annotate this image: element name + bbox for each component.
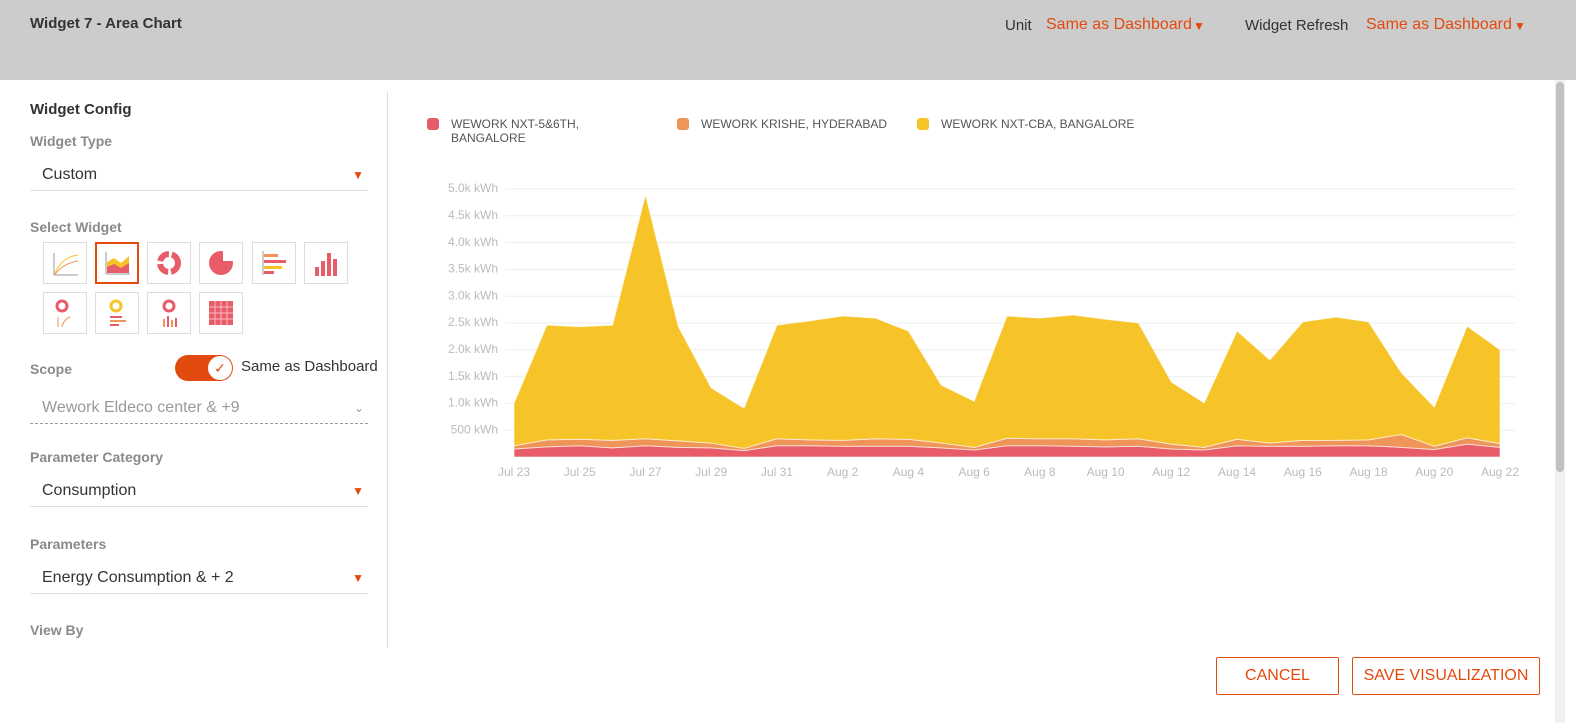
x-tick-label: Jul 29 [695,465,727,479]
chevron: ⌄ [353,401,364,415]
y-tick-label: 2.0k kWh [448,342,498,356]
legend-item[interactable]: WEWORK NXT-CBA, BANGALORE [917,117,1217,157]
legend-label: WEWORK NXT-5&6TH, BANGALORE [451,117,580,145]
y-tick-label: 500 kWh [451,422,498,436]
icon-line[interactable] [43,242,87,284]
x-tick-label: Aug 14 [1218,465,1256,479]
unit-label: Unit [1005,17,1032,34]
scope-dropdown[interactable]: Wework Eldeco center & +9 ⌄ [30,399,368,424]
y-tick-label: 5.0k kWh [448,181,498,195]
x-tick-label: Aug 4 [893,465,925,479]
icon [157,251,181,275]
chevron: ▼ [352,168,364,182]
icon-vbar[interactable] [304,242,348,284]
parameters-dropdown[interactable]: Energy Consumption & + 2 ▼ [30,569,368,594]
legend-item[interactable]: WEWORK NXT-5&6TH, BANGALORE [427,117,677,157]
x-tick-label: Jul 23 [498,465,530,479]
icon-pie[interactable] [199,242,243,284]
scope-toggle[interactable]: ✓ [175,355,233,381]
refresh-label: Widget Refresh [1245,17,1349,34]
icon [105,252,130,275]
chevron: ▼ [352,571,364,585]
title: Widget 7 - Area Chart [30,15,182,32]
label: Widget Type [30,133,113,149]
x-tick-label: Jul 27 [629,465,661,479]
icon [162,299,177,327]
value: Consumption [42,482,137,499]
legend-label: WEWORK NXT-CBA, BANGALORE [941,117,1135,131]
x-tick-label: Aug 20 [1415,465,1453,479]
icon [109,299,126,326]
legend-swatch [677,118,689,130]
icon [55,299,71,328]
label: Select Widget [30,219,122,235]
y-tick-label: 1.5k kWh [448,369,498,383]
label: Parameters [30,536,107,552]
x-tick-label: Aug 2 [827,465,859,479]
chevron: ▼ [1193,19,1205,33]
icon-heatmap[interactable] [199,292,243,334]
refresh-dropdown[interactable]: Same as Dashboard [1366,16,1512,33]
chevron: ▼ [1514,19,1526,33]
value: Wework Eldeco center & +9 [42,399,240,416]
y-tick-label: 3.5k kWh [448,262,498,276]
category-dropdown[interactable]: Consumption ▼ [30,482,368,507]
legend-swatch [917,118,929,130]
value: Energy Consumption & + 2 [42,569,234,586]
x-tick-label: Aug 16 [1284,465,1322,479]
y-tick-label: 4.5k kWh [448,208,498,222]
x-tick-label: Jul 31 [761,465,793,479]
x-tick-label: Aug 18 [1350,465,1388,479]
label: Scope [30,361,73,377]
value: Custom [42,166,98,183]
x-tick-label: Aug 10 [1087,465,1125,479]
icon-hbar[interactable] [252,242,296,284]
save-button[interactable]: SAVE VISUALIZATION [1352,657,1540,695]
icon-combo[interactable] [147,292,191,334]
unit-dropdown[interactable]: Same as Dashboard [1046,16,1192,33]
y-tick-label: 2.5k kWh [448,315,498,329]
area [513,194,1501,449]
icon [209,251,233,275]
toggle-knob: ✓ [208,356,232,380]
config-title: Widget Config [30,101,132,118]
x-tick-label: Jul 25 [564,465,596,479]
y-tick-label: 1.0k kWh [448,396,498,410]
legend: WEWORK NXT-5&6TH, BANGALORE WEWORK KRISHE… [427,117,1327,157]
chart: 500 kWh 1.0k kWh 1.5k kWh 2.0k kWh 2.5k kWh 3… [448,181,1519,479]
y-tick-label: 4.0k kWh [448,235,498,249]
label: Parameter Category [30,449,164,465]
x-tick-label: Aug 6 [958,465,990,479]
cancel-button[interactable]: CANCEL [1216,657,1339,695]
icon-area[interactable] [95,242,139,284]
icon [53,253,79,276]
legend-swatch [427,118,439,130]
legend-item[interactable]: WEWORK KRISHE, HYDERABAD [677,117,917,157]
icon-combo[interactable] [43,292,87,334]
icon-combo[interactable] [95,292,139,334]
y-tick-label: 3.0k kWh [448,288,498,302]
x-tick-label: Aug 8 [1024,465,1056,479]
legend-label: WEWORK KRISHE, HYDERABAD [701,117,888,131]
label: View By [30,622,84,638]
x-tick-label: Aug 22 [1481,465,1519,479]
header [0,0,1576,80]
icon [209,301,233,325]
widget-type-dropdown[interactable]: Custom ▼ [30,166,368,191]
chevron: ▼ [352,484,364,498]
scroll-thumb[interactable] [1556,82,1564,472]
x-tick-label: Aug 12 [1152,465,1190,479]
icon-donut[interactable] [147,242,191,284]
icon [262,251,286,275]
toggle-label: Same as Dashboard [241,358,378,375]
divider [387,92,388,648]
icon [315,253,337,276]
